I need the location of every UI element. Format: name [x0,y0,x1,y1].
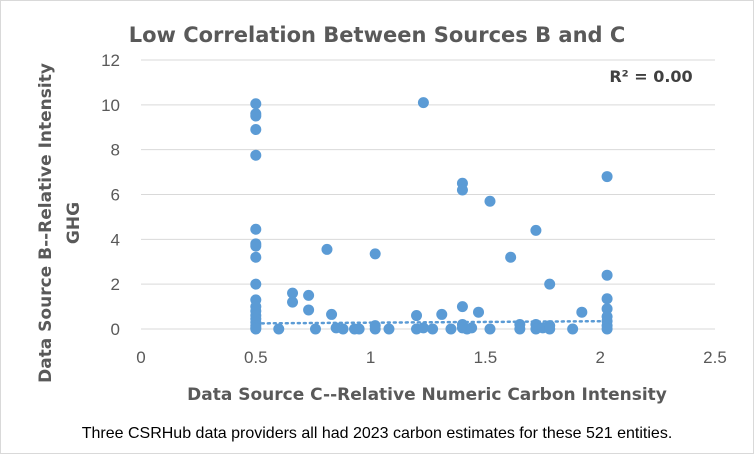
data-point-63 [576,306,588,318]
data-point-71 [601,323,613,335]
r-squared-annotation: R² = 0.00 [609,67,692,86]
data-point-24 [309,323,321,335]
data-point-30 [353,323,365,335]
trendline [254,319,609,325]
y-tick-label-1: 2 [111,275,120,294]
chart-caption: Three CSRHub data providers all had 2023… [82,425,673,442]
data-point-31 [369,248,381,260]
data-point-5 [250,223,262,235]
data-point-25 [321,243,333,255]
data-point-48 [466,322,478,334]
y-tick-label-3: 6 [111,186,120,205]
data-point-52 [505,251,517,263]
data-point-54 [514,323,526,335]
data-point-18 [250,323,262,335]
chart-title: Low Correlation Between Sources B and C [129,23,626,47]
data-point-49 [473,306,485,318]
x-tick-label-1: 0.5 [244,348,268,367]
data-point-55 [530,224,542,236]
data-point-66 [601,293,613,305]
data-points [250,97,613,335]
y-axis-ticks: 0 2 4 6 8 10 12 [101,51,120,339]
x-tick-label-4: 2 [595,348,604,367]
data-point-20 [287,287,299,299]
x-tick-label-0: 0 [136,348,145,367]
data-point-19 [273,323,285,335]
data-point-0 [250,98,262,110]
data-point-7 [250,240,262,252]
y-axis-title-line-2: GHG [64,202,84,244]
x-tick-label-3: 1.5 [474,348,498,367]
data-point-62 [567,323,579,335]
data-point-44 [456,301,468,313]
data-point-4 [250,149,262,161]
data-point-35 [411,310,423,322]
data-point-43 [456,184,468,196]
y-tick-label-6: 12 [101,51,120,70]
data-point-40 [436,308,448,320]
y-tick-label-4: 8 [111,141,120,160]
x-tick-label-5: 2.5 [703,348,727,367]
data-point-21 [287,296,299,308]
data-point-3 [250,123,262,135]
data-point-50 [484,195,496,207]
data-point-9 [250,278,262,290]
x-axis-ticks: 0 0.5 1 1.5 2 2.5 [136,348,727,367]
y-tick-label-5: 10 [101,96,120,115]
data-point-64 [601,171,613,183]
data-point-37 [417,97,429,109]
x-axis-title: Data Source C--Relative Numeric Carbon I… [187,385,667,405]
y-tick-label-2: 4 [111,230,120,249]
data-point-39 [427,323,439,335]
data-point-65 [601,269,613,281]
data-point-28 [337,323,349,335]
data-point-2 [250,110,262,122]
y-tick-label-0: 0 [111,320,120,339]
data-point-34 [383,323,395,335]
y-axis-title-line-1: Data Source B--Relative Intensity [36,63,56,383]
data-point-23 [303,304,315,316]
data-point-33 [369,323,381,335]
data-point-8 [250,251,262,263]
data-point-59 [544,278,556,290]
data-point-26 [326,308,338,320]
data-point-41 [445,323,457,335]
data-point-67 [601,303,613,315]
data-point-61 [544,323,556,335]
data-point-38 [417,322,429,334]
data-point-51 [484,323,496,335]
data-point-22 [303,289,315,301]
x-tick-label-2: 1 [366,348,375,367]
y-axis-title: Data Source B--Relative Intensity GHG [36,63,84,383]
